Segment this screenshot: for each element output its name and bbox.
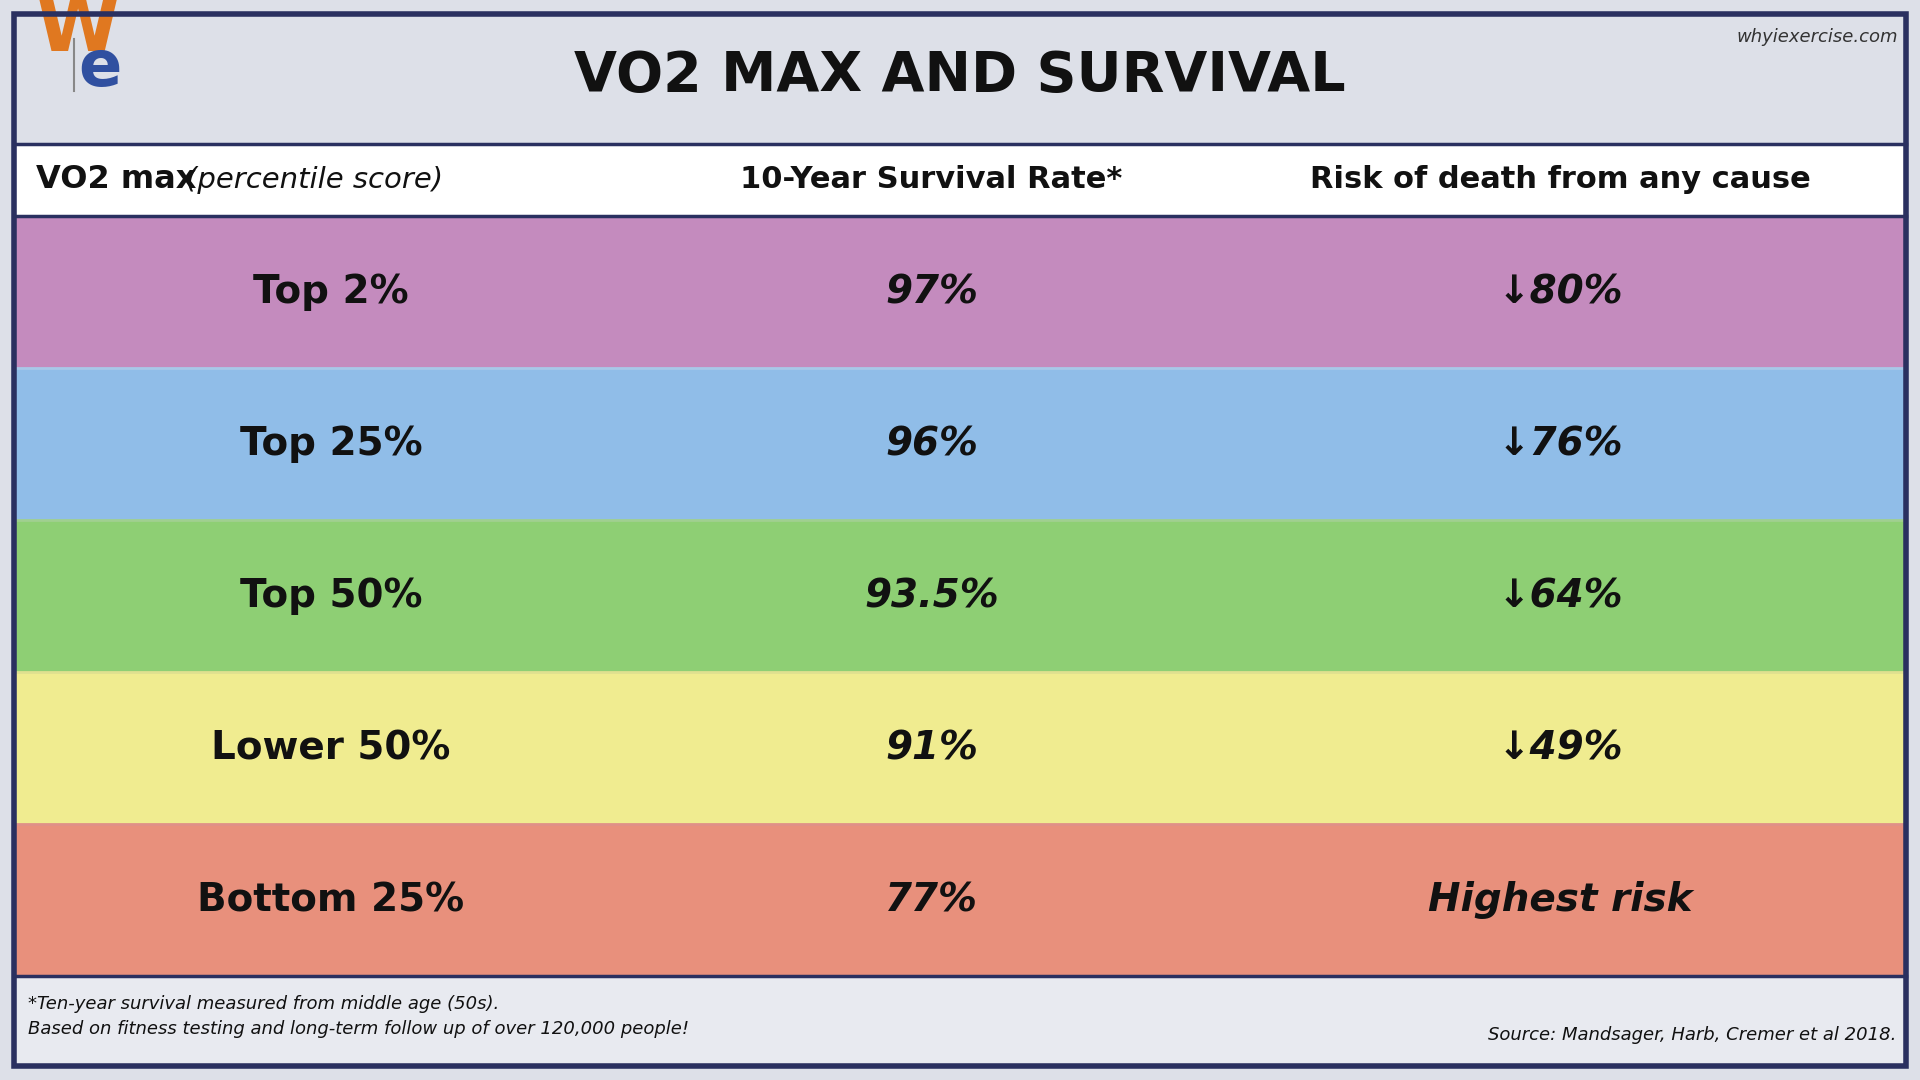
Text: Lower 50%: Lower 50% [211, 729, 451, 767]
Text: (percentile score): (percentile score) [186, 166, 444, 194]
Text: W: W [36, 0, 121, 67]
Text: *Ten-year survival measured from middle age (50s).
Based on fitness testing and : *Ten-year survival measured from middle … [29, 995, 689, 1038]
Text: ↓64%: ↓64% [1498, 577, 1624, 615]
Text: Source: Mandsager, Harb, Cremer et al 2018.: Source: Mandsager, Harb, Cremer et al 20… [1488, 1026, 1895, 1043]
Text: Highest risk: Highest risk [1428, 881, 1693, 919]
Text: 10-Year Survival Rate*: 10-Year Survival Rate* [741, 165, 1123, 194]
Bar [13, 672, 1907, 824]
Text: e: e [79, 37, 121, 98]
Bar [13, 824, 1907, 976]
Bar [13, 14, 1907, 144]
Text: ↓49%: ↓49% [1498, 729, 1624, 767]
Bar [13, 216, 1907, 368]
Text: whyiexercise.com: whyiexercise.com [1736, 28, 1899, 46]
Text: VO2 max: VO2 max [36, 164, 207, 195]
Bar [13, 144, 1907, 216]
Text: 91%: 91% [885, 729, 977, 767]
Bar [13, 519, 1907, 672]
Text: 97%: 97% [885, 273, 977, 311]
Text: Bottom 25%: Bottom 25% [198, 881, 465, 919]
Text: Top 25%: Top 25% [240, 426, 422, 463]
Text: ↓76%: ↓76% [1498, 426, 1624, 463]
Text: Top 50%: Top 50% [240, 577, 422, 615]
Text: 77%: 77% [885, 881, 977, 919]
Text: Risk of death from any cause: Risk of death from any cause [1309, 165, 1811, 194]
Text: Top 2%: Top 2% [253, 273, 409, 311]
Text: 96%: 96% [885, 426, 977, 463]
Bar [13, 368, 1907, 519]
Text: VO2 MAX AND SURVIVAL: VO2 MAX AND SURVIVAL [574, 50, 1346, 104]
Text: ↓80%: ↓80% [1498, 273, 1624, 311]
Bar [13, 976, 1907, 1066]
Text: 93.5%: 93.5% [864, 577, 998, 615]
